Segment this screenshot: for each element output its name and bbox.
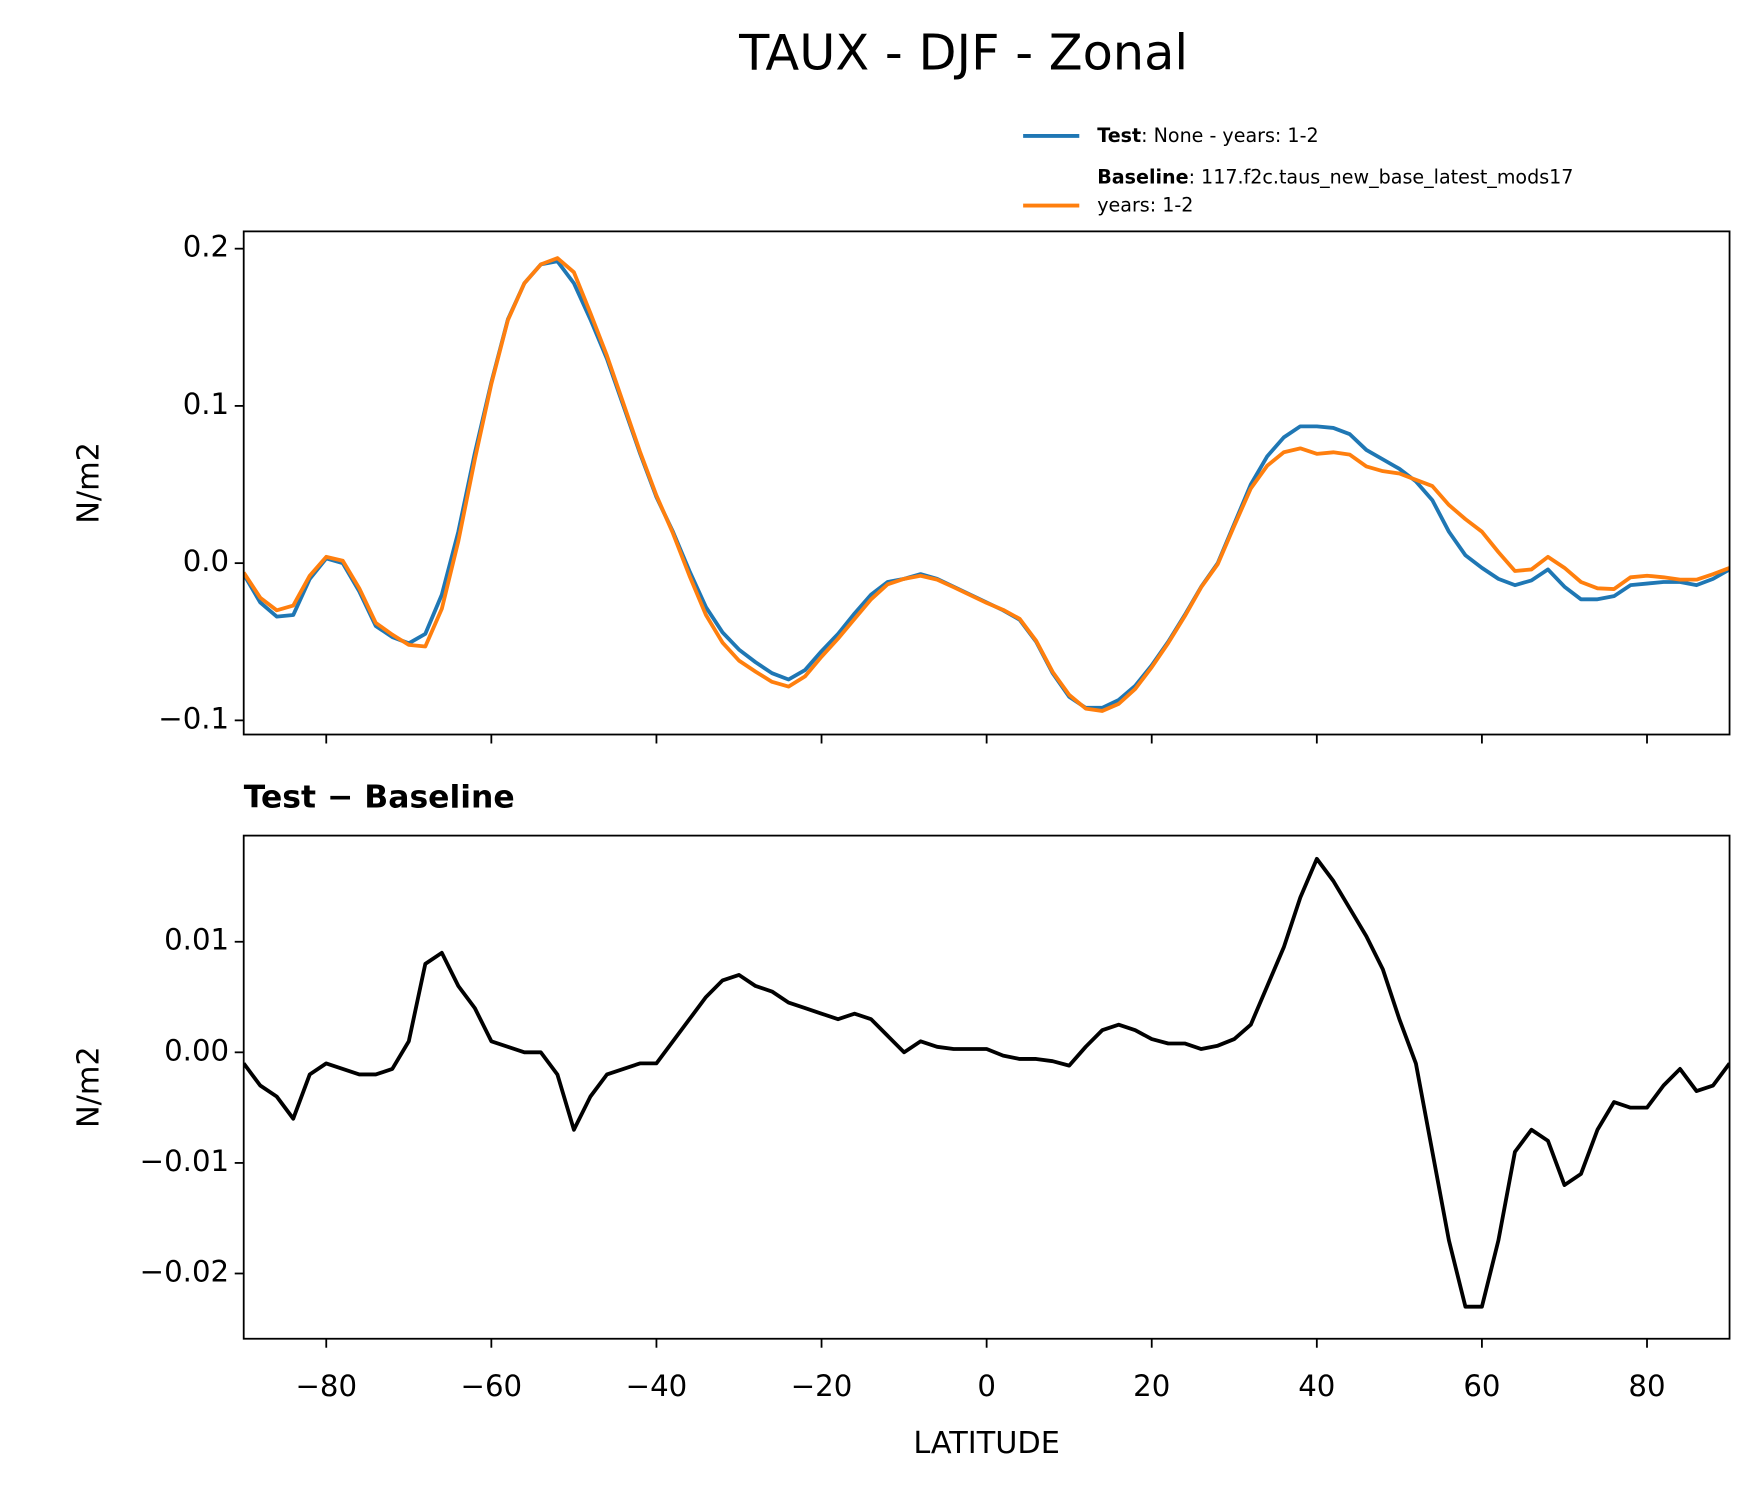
y-tick-label: 0.2 xyxy=(183,230,229,264)
x-tick-label: 80 xyxy=(1628,1369,1665,1403)
x-tick-label: 40 xyxy=(1298,1369,1335,1403)
y-tick-label: 0.0 xyxy=(183,544,229,578)
y-tick-label: 0.00 xyxy=(164,1033,229,1067)
y-axis-label: N/m2 xyxy=(71,1046,106,1128)
y-tick-label: −0.01 xyxy=(140,1144,229,1178)
axes-frame xyxy=(242,834,1731,1340)
legend-text: years: 1-2 xyxy=(1097,193,1193,216)
axes-frame xyxy=(242,230,1731,736)
legend-label: : None - years: 1-2 xyxy=(1141,123,1318,146)
x-tick-label: 0 xyxy=(977,1369,996,1403)
figure-title: TAUX - DJF - Zonal xyxy=(738,24,1188,82)
y-tick-label: 0.1 xyxy=(183,387,229,421)
x-tick-label: −60 xyxy=(461,1369,523,1403)
legend-label: : 117.f2c.taus_new_base_latest_mods17 xyxy=(1189,165,1574,188)
y-tick-label: −0.1 xyxy=(158,701,229,735)
legend-label: years: 1-2 xyxy=(1097,193,1193,216)
y-tick-label: 0.01 xyxy=(164,923,229,957)
data-line xyxy=(243,256,1730,713)
x-tick-label: −40 xyxy=(626,1369,688,1403)
x-tick-label: 20 xyxy=(1133,1369,1170,1403)
y-axis-label: N/m2 xyxy=(71,442,106,524)
data-line xyxy=(243,259,1730,710)
legend-name: Test xyxy=(1097,123,1141,146)
subplot-title: Test − Baseline xyxy=(244,780,515,816)
legend-text: Test: None - years: 1-2 xyxy=(1097,123,1318,146)
x-tick-label: −20 xyxy=(791,1369,853,1403)
legend-text: Baseline: 117.f2c.taus_new_base_latest_m… xyxy=(1097,165,1573,188)
y-tick-label: −0.02 xyxy=(140,1255,229,1289)
x-tick-label: −80 xyxy=(295,1369,357,1403)
data-line xyxy=(243,856,1730,1309)
legend-name: Baseline xyxy=(1097,165,1188,188)
x-tick-label: 60 xyxy=(1463,1369,1500,1403)
x-axis-label: LATITUDE xyxy=(913,1426,1060,1461)
